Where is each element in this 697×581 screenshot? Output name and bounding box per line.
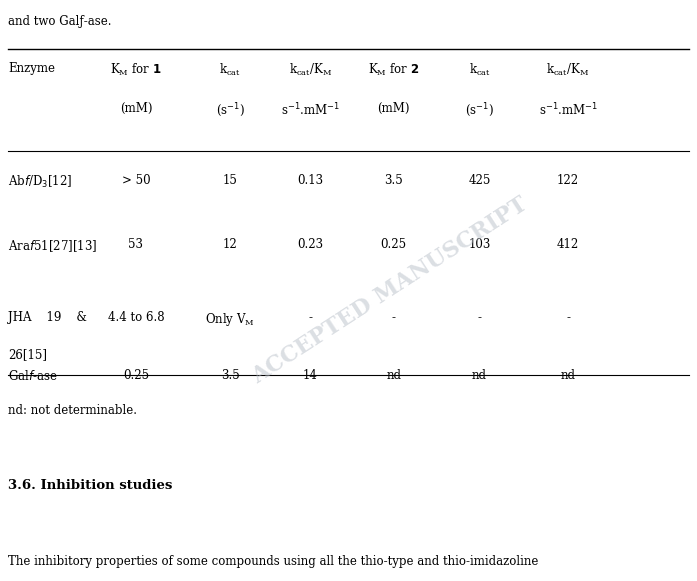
Text: K$_{\mathregular{M}}$ for $\mathbf{1}$: K$_{\mathregular{M}}$ for $\mathbf{1}$ (110, 62, 162, 78)
Text: 0.25: 0.25 (123, 369, 149, 382)
Text: 412: 412 (557, 238, 579, 251)
Text: 4.4 to 6.8: 4.4 to 6.8 (107, 311, 164, 324)
Text: s$^{-1}$.mM$^{-1}$: s$^{-1}$.mM$^{-1}$ (539, 102, 597, 119)
Text: 3.5: 3.5 (385, 174, 403, 187)
Text: nd: nd (386, 369, 401, 382)
Text: 0.23: 0.23 (297, 238, 323, 251)
Text: (mM): (mM) (378, 102, 410, 114)
Text: 12: 12 (222, 238, 238, 251)
Text: -: - (392, 311, 396, 324)
Text: (s$^{-1}$): (s$^{-1}$) (465, 102, 494, 119)
Text: -: - (566, 311, 570, 324)
Text: Ab$\it{f}$/D$_{3}$[12]: Ab$\it{f}$/D$_{3}$[12] (8, 174, 72, 191)
Text: 53: 53 (128, 238, 144, 251)
Text: k$_{\mathregular{cat}}$: k$_{\mathregular{cat}}$ (468, 62, 491, 78)
Text: 103: 103 (468, 238, 491, 251)
Text: Enzyme: Enzyme (8, 62, 55, 75)
Text: 0.25: 0.25 (381, 238, 407, 251)
Text: K$_{\mathregular{M}}$ for $\mathbf{2}$: K$_{\mathregular{M}}$ for $\mathbf{2}$ (368, 62, 420, 78)
Text: -: - (477, 311, 482, 324)
Text: nd: not determinable.: nd: not determinable. (8, 404, 137, 417)
Text: (s$^{-1}$): (s$^{-1}$) (215, 102, 245, 119)
Text: k$_{\mathregular{cat}}$: k$_{\mathregular{cat}}$ (219, 62, 241, 78)
Text: Only V$_{\mathregular{M}}$: Only V$_{\mathregular{M}}$ (205, 311, 255, 328)
Text: 15: 15 (222, 174, 238, 187)
Text: nd: nd (560, 369, 576, 382)
Text: 26[15]: 26[15] (8, 349, 47, 361)
Text: Ara$\it{f}$51[27][13]: Ara$\it{f}$51[27][13] (8, 238, 98, 254)
Text: 0.13: 0.13 (297, 174, 323, 187)
Text: 14: 14 (302, 369, 318, 382)
Text: JHA    19    &: JHA 19 & (8, 311, 87, 324)
Text: k$_{\mathregular{cat}}$/K$_{\mathregular{M}}$: k$_{\mathregular{cat}}$/K$_{\mathregular… (546, 62, 590, 78)
Text: 425: 425 (468, 174, 491, 187)
Text: nd: nd (472, 369, 487, 382)
Text: and two Galƒ-ase.: and two Galƒ-ase. (8, 15, 112, 27)
Text: s$^{-1}$.mM$^{-1}$: s$^{-1}$.mM$^{-1}$ (281, 102, 339, 119)
Text: 3.5: 3.5 (221, 369, 239, 382)
Text: ACCEPTED MANUSCRIPT: ACCEPTED MANUSCRIPT (248, 193, 533, 388)
Text: 3.6. Inhibition studies: 3.6. Inhibition studies (8, 479, 173, 492)
Text: > 50: > 50 (121, 174, 151, 187)
Text: 122: 122 (557, 174, 579, 187)
Text: The inhibitory properties of some compounds using all the thio-type and thio-imi: The inhibitory properties of some compou… (8, 555, 539, 568)
Text: -: - (308, 311, 312, 324)
Text: k$_{\mathregular{cat}}$/K$_{\mathregular{M}}$: k$_{\mathregular{cat}}$/K$_{\mathregular… (289, 62, 332, 78)
Text: (mM): (mM) (120, 102, 152, 114)
Text: Gal$\it{f}$-ase: Gal$\it{f}$-ase (8, 369, 58, 383)
